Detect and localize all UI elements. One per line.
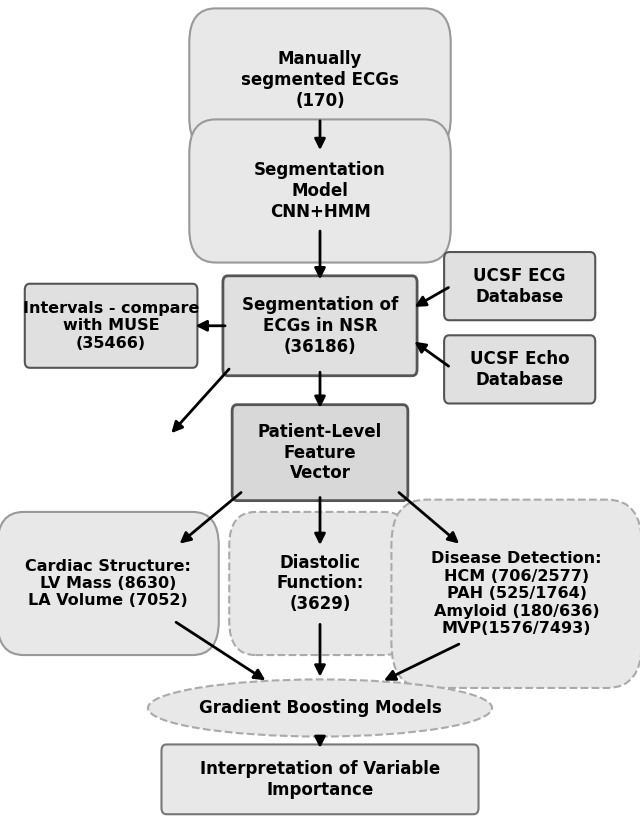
FancyBboxPatch shape xyxy=(223,276,417,376)
Text: Diastolic
Function:
(3629): Diastolic Function: (3629) xyxy=(276,553,364,613)
FancyBboxPatch shape xyxy=(0,512,219,655)
FancyBboxPatch shape xyxy=(229,512,411,655)
Text: Patient-Level
Feature
Vector: Patient-Level Feature Vector xyxy=(258,423,382,482)
FancyBboxPatch shape xyxy=(189,120,451,263)
FancyBboxPatch shape xyxy=(232,405,408,501)
Text: Intervals - compare
with MUSE
(35466): Intervals - compare with MUSE (35466) xyxy=(23,301,199,351)
FancyBboxPatch shape xyxy=(189,8,451,151)
FancyBboxPatch shape xyxy=(444,252,595,320)
Text: Segmentation
Model
CNN+HMM: Segmentation Model CNN+HMM xyxy=(254,161,386,221)
FancyBboxPatch shape xyxy=(161,744,479,814)
Text: Cardiac Structure:
LV Mass (8630)
LA Volume (7052): Cardiac Structure: LV Mass (8630) LA Vol… xyxy=(25,558,191,609)
Text: UCSF ECG
Database: UCSF ECG Database xyxy=(474,267,566,306)
Text: UCSF Echo
Database: UCSF Echo Database xyxy=(470,350,570,389)
FancyBboxPatch shape xyxy=(25,284,197,368)
Text: Manually
segmented ECGs
(170): Manually segmented ECGs (170) xyxy=(241,50,399,110)
Text: Gradient Boosting Models: Gradient Boosting Models xyxy=(198,699,442,717)
Text: Segmentation of
ECGs in NSR
(36186): Segmentation of ECGs in NSR (36186) xyxy=(242,296,398,355)
FancyBboxPatch shape xyxy=(444,335,595,403)
Text: Disease Detection:
HCM (706/2577)
PAH (525/1764)
Amyloid (180/636)
MVP(1576/7493: Disease Detection: HCM (706/2577) PAH (5… xyxy=(431,552,602,636)
FancyBboxPatch shape xyxy=(392,500,640,688)
Ellipse shape xyxy=(148,680,492,737)
Text: Interpretation of Variable
Importance: Interpretation of Variable Importance xyxy=(200,760,440,799)
